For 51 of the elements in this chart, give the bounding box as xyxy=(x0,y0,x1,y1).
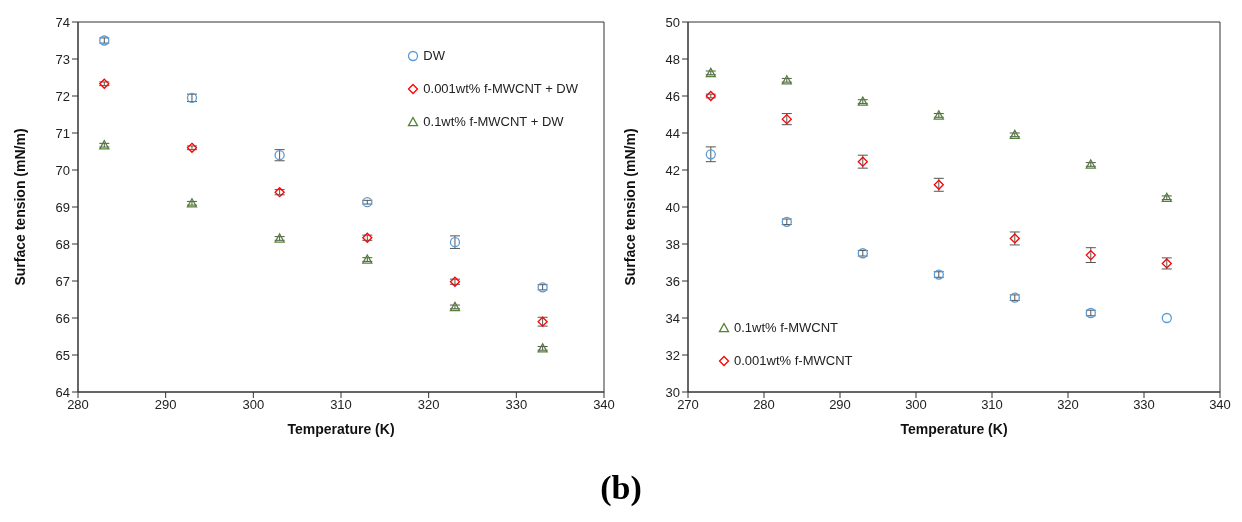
x-axis-title: Temperature (K) xyxy=(900,421,1008,437)
point xyxy=(99,78,110,89)
y-tick-label: 38 xyxy=(665,236,680,252)
y-tick-label: 40 xyxy=(665,199,680,215)
legend-label: 0.1wt% f-MWCNT + DW xyxy=(423,114,564,129)
x-tick-label: 330 xyxy=(1133,397,1155,413)
x-tick-label: 280 xyxy=(67,397,89,413)
y-tick-label: 32 xyxy=(665,347,680,363)
x-tick-label: 320 xyxy=(1057,397,1079,413)
legend-label: 0.1wt% f-MWCNT xyxy=(734,320,838,335)
x-axis-title: Temperature (K) xyxy=(287,421,395,437)
point xyxy=(362,197,373,208)
x-tick-label: 290 xyxy=(829,397,851,413)
y-tick-label: 42 xyxy=(665,162,680,178)
y-tick-label: 64 xyxy=(55,384,70,400)
x-tick-label: 310 xyxy=(981,397,1003,413)
legend-label: DW xyxy=(423,48,445,63)
x-tick-label: 340 xyxy=(1209,397,1231,413)
y-tick-label: 74 xyxy=(55,14,70,30)
y-axis-title: Surface tension (mN/m) xyxy=(621,128,638,286)
y-tick-label: 65 xyxy=(55,347,70,363)
legend-label: 0.001wt% f-MWCNT xyxy=(734,353,853,368)
x-tick-label: 300 xyxy=(242,397,265,413)
point xyxy=(362,254,373,264)
x-tick-label: 320 xyxy=(417,397,440,413)
y-tick-label: 71 xyxy=(55,125,70,141)
text: (b) xyxy=(600,469,642,506)
y-tick-label: 30 xyxy=(665,384,680,400)
point xyxy=(1161,312,1172,324)
y-tick-label: 67 xyxy=(55,273,70,289)
y-tick-label: 34 xyxy=(665,310,680,326)
x-tick-label: 270 xyxy=(677,397,699,413)
x-tick-label: 340 xyxy=(593,397,615,413)
x-tick-label: 280 xyxy=(753,397,775,413)
x-tick-label: 300 xyxy=(905,397,927,413)
y-tick-label: 72 xyxy=(55,88,70,104)
y-tick-label: 48 xyxy=(665,51,680,67)
x-tick-label: 330 xyxy=(505,397,528,413)
y-tick-label: 66 xyxy=(55,310,70,326)
y-tick-label: 69 xyxy=(55,199,70,215)
x-tick-label: 290 xyxy=(154,397,177,413)
legend-label: 0.001wt% f-MWCNT + DW xyxy=(423,81,578,96)
y-tick-label: 44 xyxy=(665,125,680,141)
y-tick-label: 73 xyxy=(55,51,70,67)
y-axis-title: Surface tension (mN/m) xyxy=(11,128,28,286)
y-tick-label: 36 xyxy=(665,273,680,289)
y-tick-label: 70 xyxy=(55,162,70,178)
y-tick-label: 68 xyxy=(55,236,70,252)
y-tick-label: 46 xyxy=(665,88,680,104)
y-tick-label: 50 xyxy=(665,14,680,30)
x-tick-label: 310 xyxy=(330,397,352,413)
